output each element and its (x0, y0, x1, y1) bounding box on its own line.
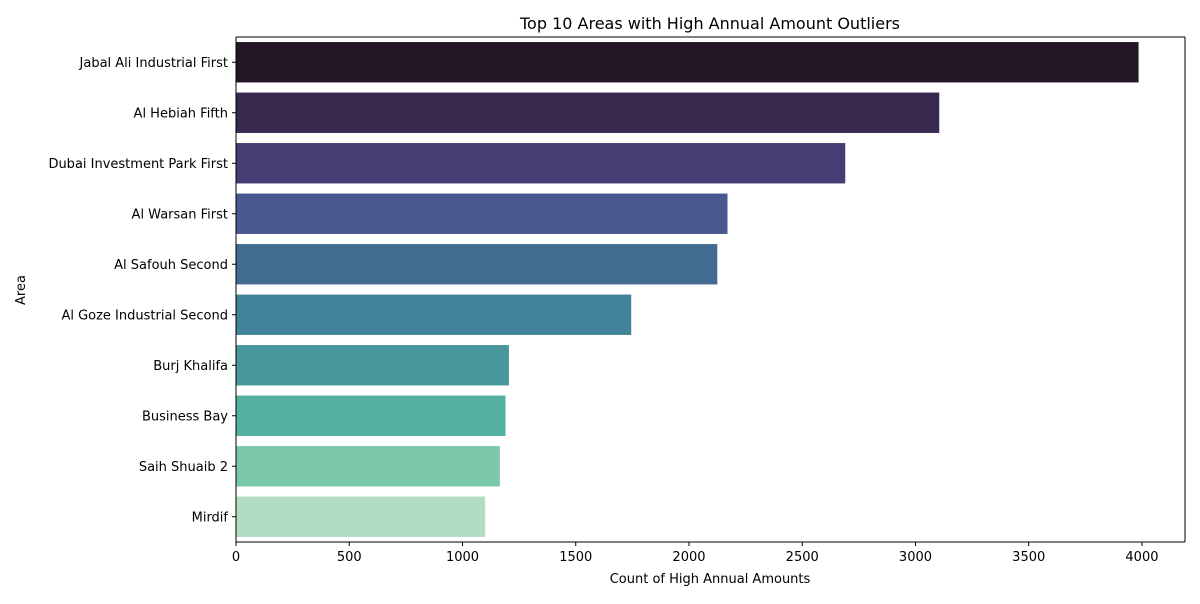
x-axis-label: Count of High Annual Amounts (610, 572, 811, 587)
chart-title: Top 10 Areas with High Annual Amount Out… (519, 14, 900, 33)
y-tick-label: Burj Khalifa (153, 359, 228, 374)
y-tick-label: Al Goze Industrial Second (61, 308, 228, 323)
bars-layer (236, 42, 1139, 537)
x-tick-label: 4000 (1125, 550, 1158, 565)
y-tick-label: Dubai Investment Park First (48, 157, 228, 172)
y-tick-label: Saih Shuaib 2 (139, 460, 228, 475)
bar-jabal-ali-industrial-first (236, 42, 1139, 83)
x-tick-label: 2500 (786, 550, 819, 565)
y-tick-label: Mirdif (192, 510, 229, 525)
bar-al-safouh-second (236, 244, 718, 285)
bar-business-bay (236, 395, 506, 436)
x-tick-label: 2000 (672, 550, 705, 565)
x-tick-label: 3500 (1012, 550, 1045, 565)
y-tick-label: Al Warsan First (132, 207, 228, 222)
x-tick-label: 1500 (559, 550, 592, 565)
y-tick-label: Business Bay (142, 409, 228, 424)
bar-al-hebiah-fifth (236, 92, 940, 133)
x-tick-label: 0 (232, 550, 240, 565)
x-tick-label: 500 (337, 550, 362, 565)
y-tick-label: Al Hebiah Fifth (134, 106, 228, 121)
axes-layer: Jabal Ali Industrial First Al Hebiah Fift… (48, 36, 1186, 565)
bar-al-goze-industrial-second (236, 294, 632, 335)
x-tick-label: 3000 (899, 550, 932, 565)
y-axis-label: Area (14, 275, 29, 305)
bar-saih-shuaib-2 (236, 446, 500, 487)
bar-burj-khalifa (236, 345, 509, 386)
y-tick-label: Jabal Ali Industrial First (79, 56, 228, 71)
bar-al-warsan-first (236, 193, 728, 234)
y-tick-label: Al Safouh Second (114, 258, 228, 273)
x-tick-label: 1000 (446, 550, 479, 565)
bar-dubai-investment-park-first (236, 143, 846, 184)
bar-mirdif (236, 496, 486, 537)
